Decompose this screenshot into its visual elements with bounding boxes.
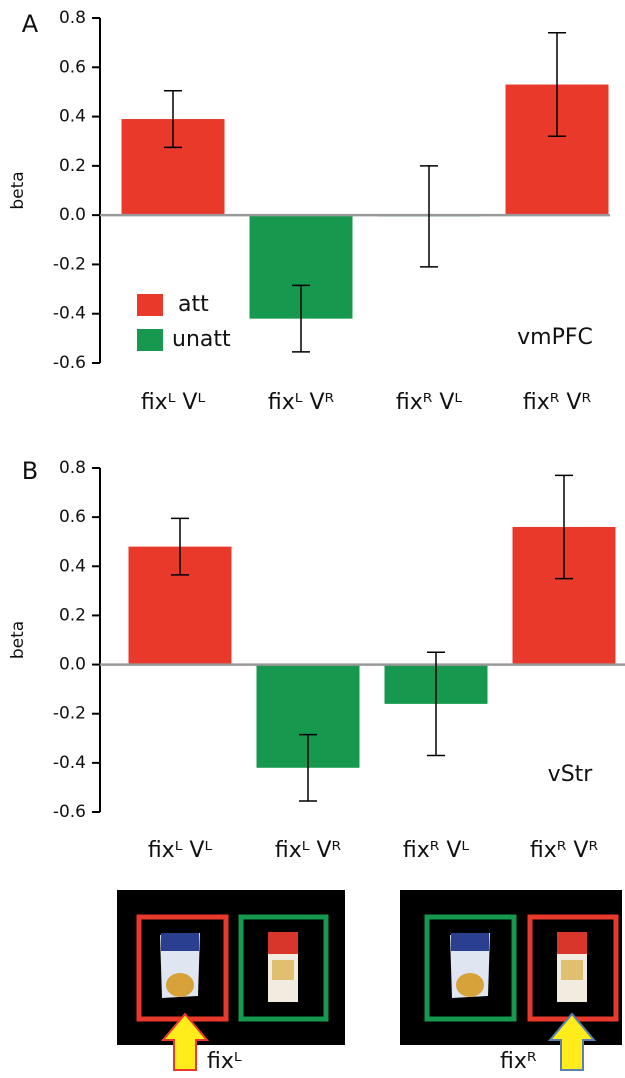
x-tick-label: fixᴿ Vᴸ: [403, 838, 470, 863]
error-bar: [171, 517, 189, 576]
fixation-label: fixᴸ: [207, 1049, 242, 1074]
snack-item: [160, 933, 200, 998]
snack-item: [450, 933, 490, 998]
legend-label: att: [178, 292, 209, 317]
y-tick-label: 0.0: [59, 205, 86, 225]
y-tick-label: 0.2: [59, 156, 86, 176]
soup-item: [268, 932, 298, 1002]
y-tick-label: -0.2: [53, 704, 86, 724]
fixation-label: fixᴿ: [500, 1049, 537, 1074]
stimulus-panels: fixᴸ fixᴿ: [117, 890, 622, 1074]
stimulus-screen: [117, 890, 345, 1045]
x-tick-label: fixᴿ Vᴿ: [530, 838, 599, 863]
legend-swatch: [137, 294, 163, 316]
y-tick-label: 0.6: [59, 57, 86, 77]
error-bar: [555, 474, 573, 580]
x-tick-label: fixᴸ Vᴸ: [141, 390, 206, 415]
region-annotation: vStr: [548, 762, 594, 787]
x-tick-label: fixᴸ Vᴸ: [148, 838, 213, 863]
error-bar: [292, 284, 310, 353]
y-tick-label: 0.6: [59, 507, 86, 527]
error-bar: [427, 651, 445, 757]
legend-swatch: [137, 329, 163, 351]
x-tick-label: fixᴿ Vᴿ: [523, 390, 592, 415]
y-tick-label: 0.4: [59, 556, 86, 576]
panel-label: A: [22, 10, 39, 38]
y-tick-label: 0.8: [59, 8, 86, 28]
unattended-frame: [424, 914, 517, 1022]
y-axis-label: beta: [8, 621, 28, 659]
legend-label: unatt: [172, 327, 231, 352]
stimulus-screen: [400, 890, 622, 1045]
y-tick-label: 0.4: [59, 107, 86, 127]
error-bar: [164, 89, 182, 149]
fixation-arrow: [160, 1012, 210, 1071]
y-tick-label: -0.4: [53, 753, 86, 773]
y-axis-label: beta: [8, 171, 28, 209]
x-tick-label: fixᴸ Vᴿ: [275, 838, 342, 863]
soup-item: [557, 932, 587, 1002]
y-tick-label: -0.6: [53, 802, 86, 822]
y-tick-label: 0.0: [59, 655, 86, 675]
error-bar: [420, 165, 438, 268]
error-bar: [548, 32, 566, 138]
unattended-frame: [238, 914, 329, 1022]
y-tick-label: -0.6: [53, 353, 86, 373]
x-tick-label: fixᴸ Vᴿ: [268, 390, 335, 415]
region-annotation: vmPFC: [517, 325, 593, 350]
x-tick-label: fixᴿ Vᴸ: [396, 390, 463, 415]
y-tick-label: -0.2: [53, 254, 86, 274]
y-tick-label: 0.2: [59, 605, 86, 625]
y-tick-label: 0.8: [59, 458, 86, 478]
y-tick-label: -0.4: [53, 304, 86, 324]
error-bar: [299, 733, 317, 802]
fixation-arrow: [547, 1012, 597, 1071]
panel-label: B: [22, 457, 38, 485]
